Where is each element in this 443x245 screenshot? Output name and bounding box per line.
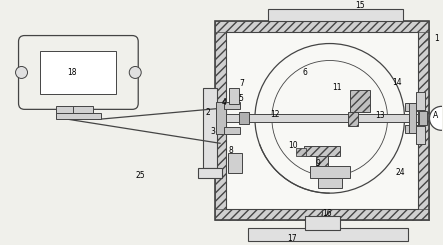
Circle shape — [429, 106, 443, 130]
Bar — [316, 156, 328, 176]
Bar — [304, 146, 340, 156]
Text: 11: 11 — [332, 83, 342, 92]
Bar — [226, 114, 419, 122]
Bar — [224, 102, 240, 109]
Bar — [198, 168, 222, 178]
Text: 14: 14 — [392, 78, 401, 87]
Bar — [215, 32, 226, 209]
Bar — [268, 9, 403, 21]
Text: 18: 18 — [68, 68, 77, 77]
Bar — [416, 126, 425, 144]
Bar — [348, 112, 358, 126]
Circle shape — [16, 66, 27, 78]
Text: 7: 7 — [240, 79, 245, 88]
Text: 10: 10 — [288, 141, 298, 150]
Text: 5: 5 — [238, 94, 243, 103]
Bar — [296, 148, 306, 156]
Bar — [56, 106, 76, 113]
Bar — [350, 90, 369, 112]
Text: 24: 24 — [396, 168, 405, 177]
Bar — [224, 127, 240, 134]
Bar — [404, 125, 420, 133]
Text: 13: 13 — [375, 111, 385, 120]
Bar — [215, 209, 429, 220]
Bar — [310, 166, 350, 178]
Text: 25: 25 — [136, 171, 145, 180]
Bar — [318, 178, 342, 188]
Bar — [56, 113, 101, 119]
Bar — [215, 21, 429, 32]
Bar — [305, 216, 340, 230]
Circle shape — [129, 66, 141, 78]
Bar — [404, 103, 420, 111]
Text: 3: 3 — [210, 127, 215, 136]
Bar — [74, 106, 93, 113]
Text: 6: 6 — [302, 68, 307, 77]
Bar — [408, 103, 416, 133]
Text: 8: 8 — [229, 146, 233, 155]
Circle shape — [255, 44, 404, 193]
Bar — [226, 32, 419, 209]
Text: 1: 1 — [434, 34, 439, 43]
Bar — [416, 92, 425, 110]
Bar — [215, 21, 429, 220]
Bar — [203, 88, 217, 168]
Bar — [239, 112, 249, 124]
Text: 9: 9 — [315, 159, 320, 168]
Text: 4: 4 — [222, 98, 226, 107]
Bar — [420, 111, 427, 125]
Text: A: A — [433, 111, 438, 120]
Bar — [248, 228, 408, 241]
Bar — [228, 153, 242, 173]
Text: 12: 12 — [270, 110, 280, 119]
FancyBboxPatch shape — [19, 36, 138, 109]
Text: 17: 17 — [287, 233, 297, 243]
Bar — [229, 88, 239, 104]
Bar — [419, 32, 429, 209]
Bar — [216, 102, 226, 134]
Bar — [40, 50, 116, 94]
Text: 2: 2 — [206, 108, 210, 117]
Text: 16: 16 — [322, 208, 331, 218]
Text: 15: 15 — [355, 1, 365, 10]
